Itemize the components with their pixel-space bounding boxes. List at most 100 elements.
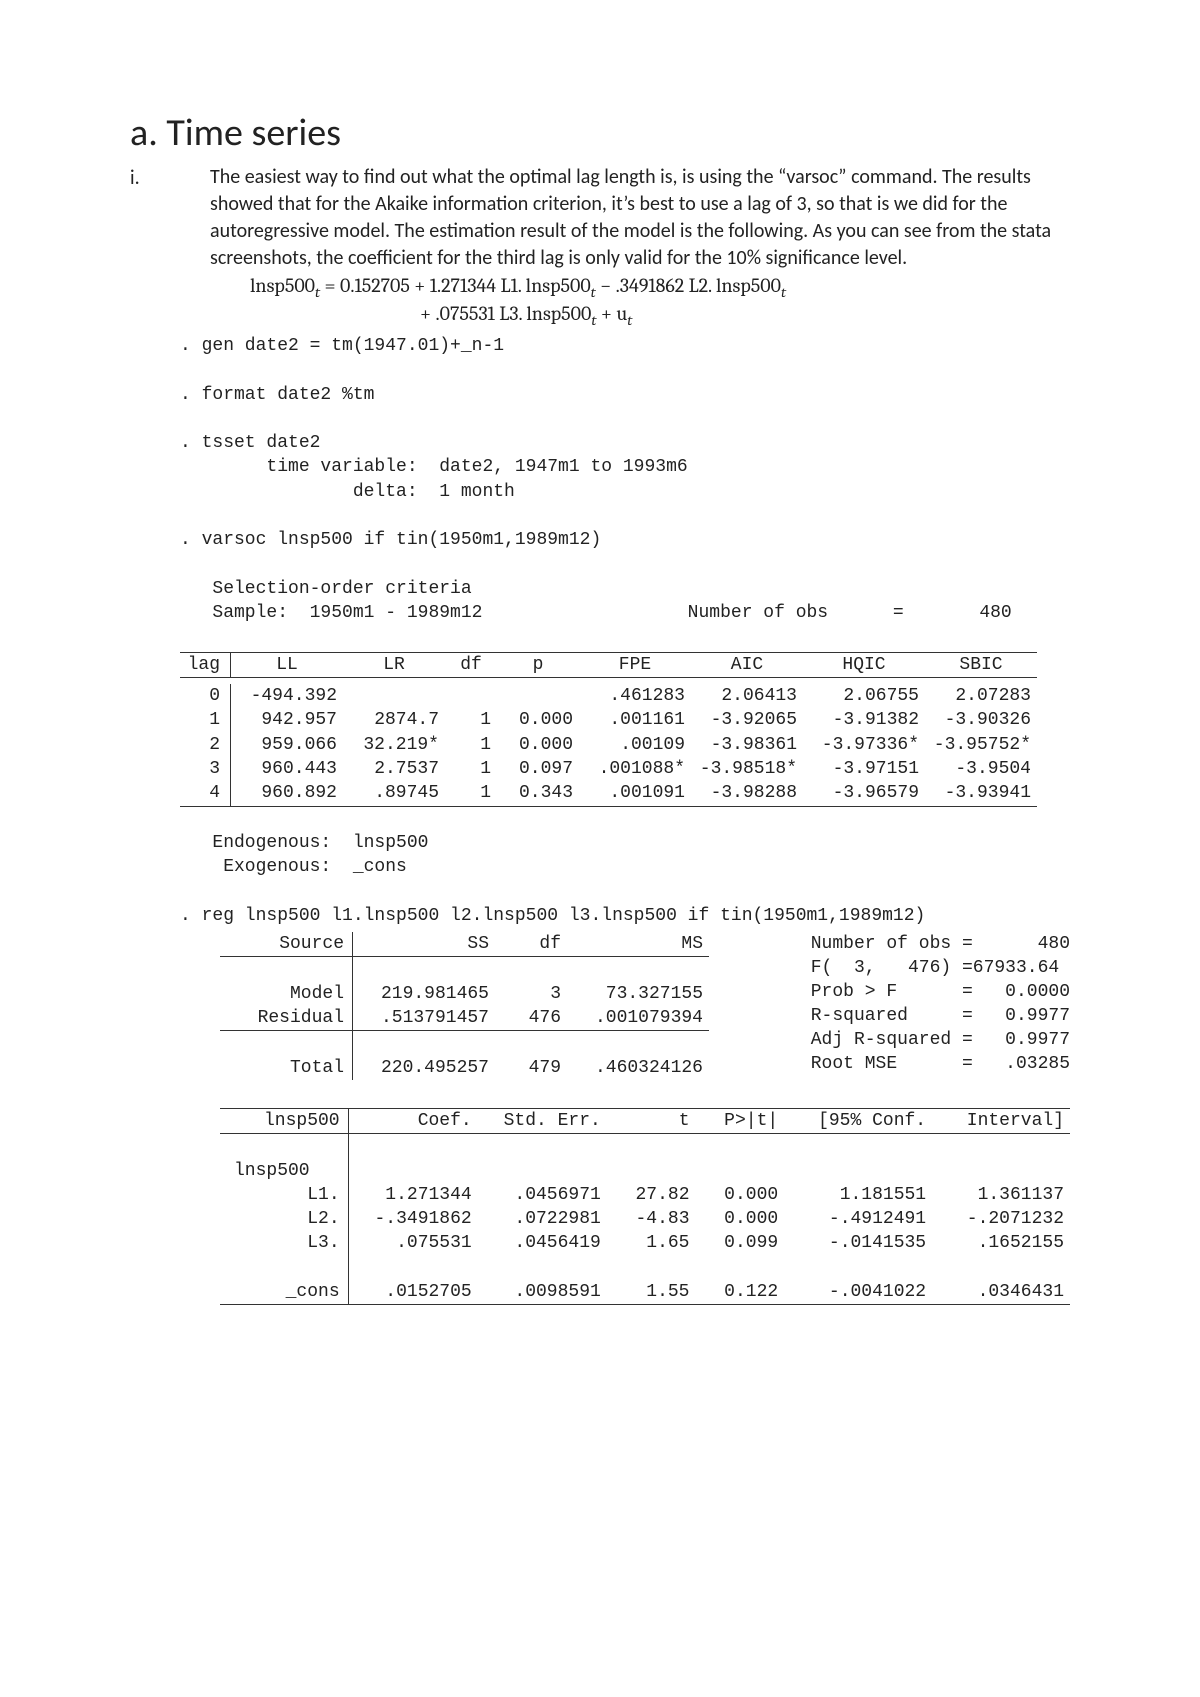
anova-cell: Model: [220, 982, 353, 1006]
stats-block: Number of obs = 480 F( 3, 476) =67933.64…: [811, 932, 1070, 1076]
varsoc-col-header: FPE: [579, 652, 691, 677]
varsoc-cell: 0.343: [497, 781, 579, 806]
reg-cell: L1.: [220, 1183, 348, 1207]
reg-cell: 27.82: [607, 1183, 696, 1207]
anova-total-cell: 479: [495, 1056, 567, 1080]
reg-cell: .0456419: [478, 1231, 607, 1255]
reg-cell: 0.000: [696, 1183, 785, 1207]
anova-total-cell: .460324126: [567, 1056, 709, 1080]
anova-wrap: SourceSSdfMS Model219.981465373.327155Re…: [220, 932, 1070, 1080]
reg-cell: 0.099: [696, 1231, 785, 1255]
anova-col-header: df: [495, 932, 567, 957]
reg-cons-cell: .0346431: [932, 1280, 1070, 1305]
reg-col-header: Interval]: [932, 1108, 1070, 1133]
reg-group-label: lnsp500: [220, 1159, 348, 1183]
varsoc-cell: 942.957: [231, 708, 344, 732]
reg-col-header: P>|t|: [696, 1108, 785, 1133]
reg-cell: 1.271344: [348, 1183, 478, 1207]
varsoc-cell: .001091: [579, 781, 691, 806]
reg-cell: L2.: [220, 1207, 348, 1231]
varsoc-table: lagLLLRdfpFPEAICHQICSBIC0-494.392.461283…: [180, 652, 1037, 807]
body-text: The easiest way to find out what the opt…: [210, 164, 1070, 1305]
anova-cell: 73.327155: [567, 982, 709, 1006]
varsoc-col-header: HQIC: [803, 652, 925, 677]
varsoc-cell: 1: [445, 708, 497, 732]
varsoc-col-header: LL: [231, 652, 344, 677]
anova-total-cell: 220.495257: [353, 1056, 496, 1080]
reg-cons-cell: 0.122: [696, 1280, 785, 1305]
varsoc-cell: 960.892: [231, 781, 344, 806]
varsoc-cell: -3.97336*: [803, 733, 925, 757]
reg-cell: .1652155: [932, 1231, 1070, 1255]
varsoc-cell: -3.98518*: [691, 757, 803, 781]
reg-col-header: Coef.: [348, 1108, 478, 1133]
reg-col-header: [95% Conf.: [784, 1108, 932, 1133]
reg-cell: -.4912491: [784, 1207, 932, 1231]
eq-part: + u: [596, 302, 627, 325]
reg-cell: L3.: [220, 1231, 348, 1255]
varsoc-cell: 1: [180, 708, 231, 732]
eq-sub: t: [781, 283, 786, 301]
varsoc-cell: .001088*: [579, 757, 691, 781]
anova-col-header: SS: [353, 932, 496, 957]
varsoc-col-header: p: [497, 652, 579, 677]
anova-col-header: Source: [220, 932, 353, 957]
eq-part: = 0.152705 + 1.271344 L1. lnsp500: [320, 274, 591, 297]
reg-cons-cell: _cons: [220, 1280, 348, 1305]
reg-cell: .075531: [348, 1231, 478, 1255]
varsoc-cell: -3.97151: [803, 757, 925, 781]
page: a. Time series i. The easiest way to fin…: [0, 0, 1200, 1385]
varsoc-cell: [343, 684, 445, 708]
reg-col-header: t: [607, 1108, 696, 1133]
varsoc-cell: 960.443: [231, 757, 344, 781]
varsoc-cell: 2.06413: [691, 684, 803, 708]
varsoc-cell: 2.06755: [803, 684, 925, 708]
eq-part: + .075531 L3. lnsp500: [420, 302, 591, 325]
reg-cell: 1.181551: [784, 1183, 932, 1207]
varsoc-cell: [445, 684, 497, 708]
varsoc-cell: 0.097: [497, 757, 579, 781]
varsoc-cell: 1: [445, 781, 497, 806]
varsoc-cell: 3: [180, 757, 231, 781]
varsoc-cell: -3.9504: [925, 757, 1037, 781]
reg-cell: 1.361137: [932, 1183, 1070, 1207]
reg-cell: .0722981: [478, 1207, 607, 1231]
varsoc-cell: -3.98361: [691, 733, 803, 757]
varsoc-cell: 1: [445, 733, 497, 757]
list-item: i. The easiest way to find out what the …: [130, 164, 1070, 1305]
varsoc-col-header: lag: [180, 652, 231, 677]
anova-table: SourceSSdfMS Model219.981465373.327155Re…: [220, 932, 709, 1080]
varsoc-cell: 0.000: [497, 708, 579, 732]
varsoc-cell: .00109: [579, 733, 691, 757]
varsoc-cell: 2.7537: [343, 757, 445, 781]
paragraph: The easiest way to find out what the opt…: [210, 164, 1070, 272]
stata-text: Endogenous: lnsp500 Exogenous: _cons . r…: [180, 833, 925, 926]
varsoc-cell: 4: [180, 781, 231, 806]
reg-cell: -4.83: [607, 1207, 696, 1231]
varsoc-cell: 2.07283: [925, 684, 1037, 708]
eq-part: − .3491862 L2. lnsp500: [596, 274, 781, 297]
reg-cons-cell: .0098591: [478, 1280, 607, 1305]
list-marker: i.: [130, 164, 210, 190]
varsoc-cell: 1: [445, 757, 497, 781]
anova-cell: .513791457: [353, 1006, 496, 1031]
reg-cons-cell: 1.55: [607, 1280, 696, 1305]
reg-col-header: lnsp500: [220, 1108, 348, 1133]
varsoc-cell: .461283: [579, 684, 691, 708]
reg-cell: -.0141535: [784, 1231, 932, 1255]
anova-cell: Residual: [220, 1006, 353, 1031]
eq-sub: t: [627, 311, 632, 329]
varsoc-cell: -3.91382: [803, 708, 925, 732]
reg-cell: 0.000: [696, 1207, 785, 1231]
varsoc-col-header: AIC: [691, 652, 803, 677]
reg-cons-cell: .0152705: [348, 1280, 478, 1305]
varsoc-col-header: df: [445, 652, 497, 677]
anova-cell: .001079394: [567, 1006, 709, 1031]
varsoc-cell: 0.000: [497, 733, 579, 757]
varsoc-cell: .001161: [579, 708, 691, 732]
varsoc-cell: -3.98288: [691, 781, 803, 806]
varsoc-col-header: SBIC: [925, 652, 1037, 677]
varsoc-cell: 959.066: [231, 733, 344, 757]
varsoc-cell: -3.92065: [691, 708, 803, 732]
varsoc-cell: -494.392: [231, 684, 344, 708]
